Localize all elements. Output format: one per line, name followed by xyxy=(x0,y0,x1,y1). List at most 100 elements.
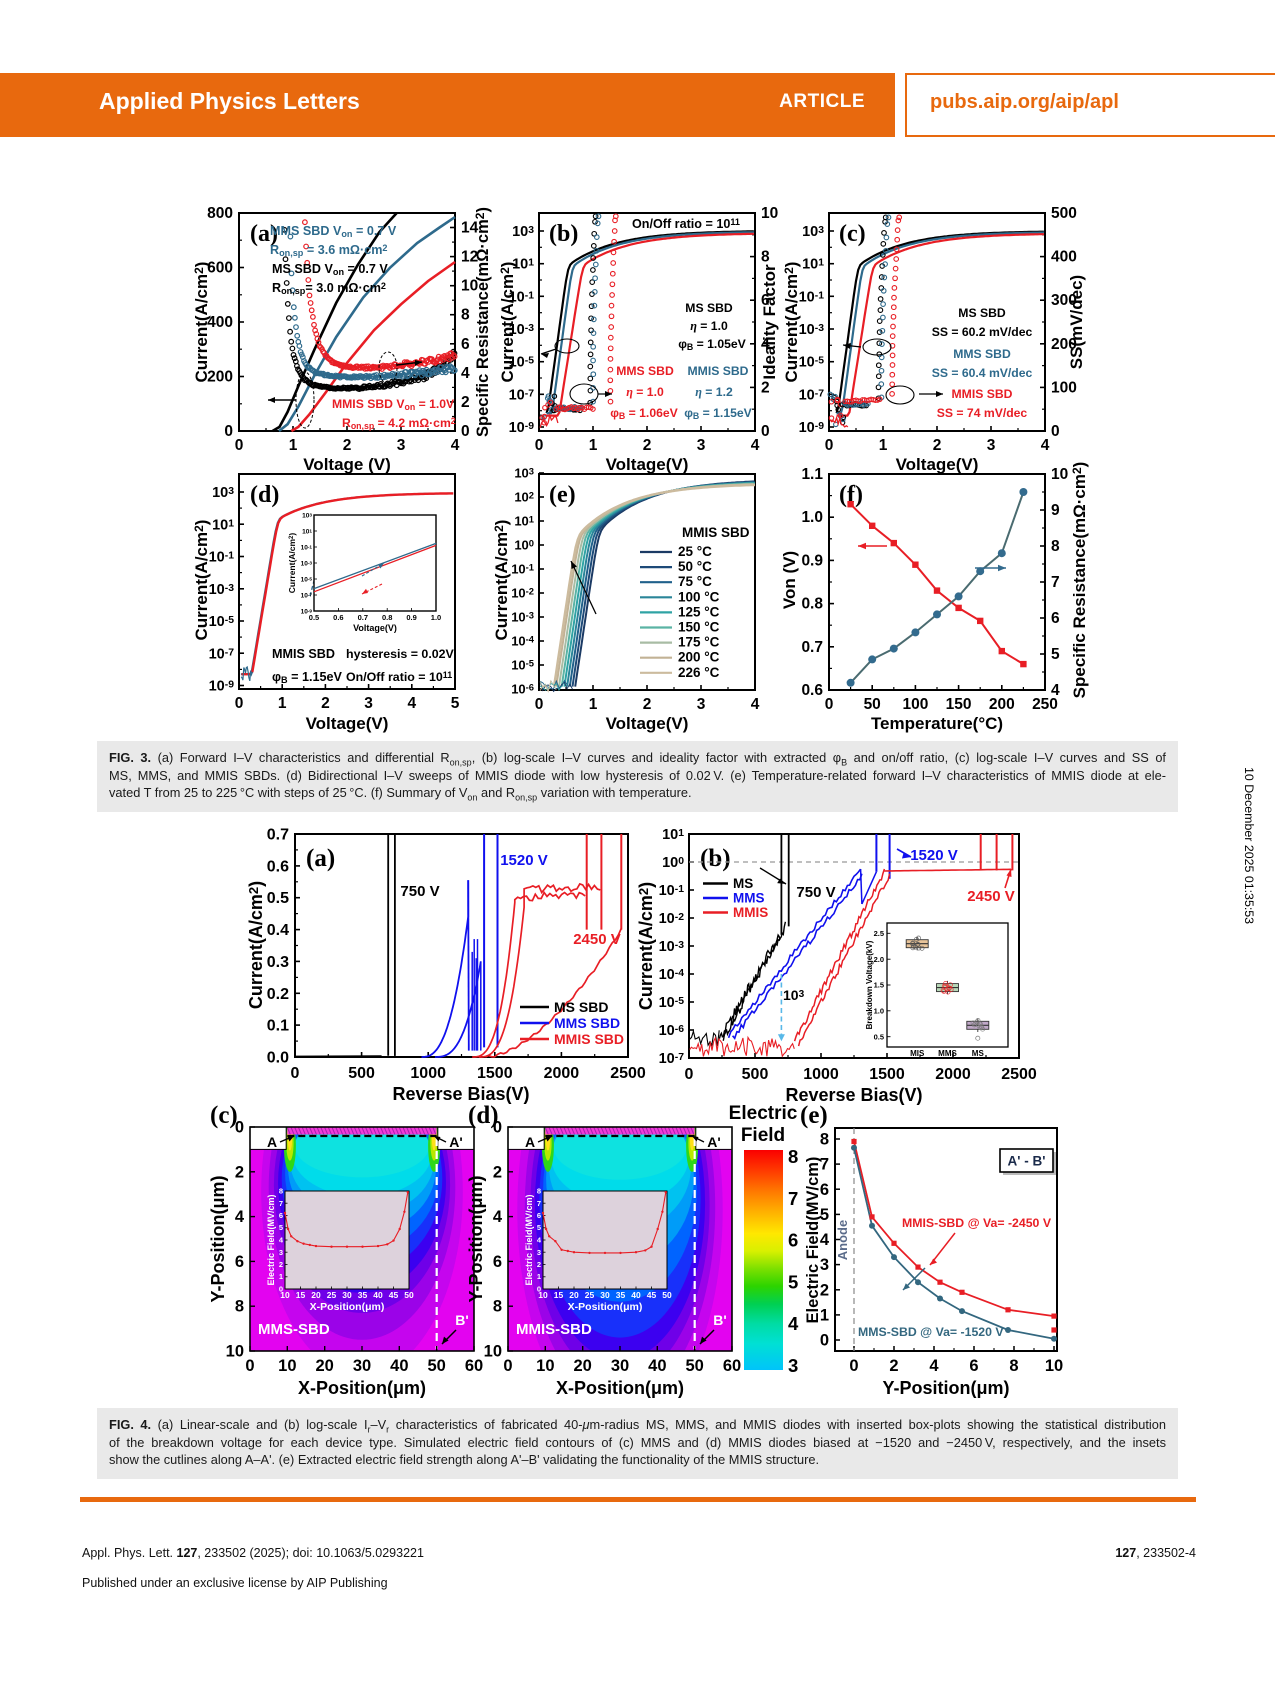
svg-text:3: 3 xyxy=(697,696,706,713)
svg-text:2: 2 xyxy=(643,696,652,713)
svg-text:150: 150 xyxy=(946,696,972,713)
svg-text:1: 1 xyxy=(589,696,598,713)
svg-text:10-3: 10-3 xyxy=(209,582,235,598)
svg-text:MMS SBD: MMS SBD xyxy=(616,364,674,378)
svg-text:10-9: 10-9 xyxy=(509,420,535,436)
svg-text:250: 250 xyxy=(1032,696,1058,713)
svg-text:0.3: 0.3 xyxy=(267,954,289,971)
svg-text:10-2: 10-2 xyxy=(659,911,685,927)
svg-text:Electric Field(MV/cm): Electric Field(MV/cm) xyxy=(804,1157,822,1324)
svg-text:φB = 1.06eV: φB = 1.06eV xyxy=(610,406,678,421)
svg-text:60: 60 xyxy=(465,1357,483,1375)
svg-text:50: 50 xyxy=(662,1290,672,1300)
svg-text:103: 103 xyxy=(514,466,534,481)
svg-text:1.5: 1.5 xyxy=(874,981,884,990)
svg-text:3: 3 xyxy=(397,437,406,454)
svg-text:Electric: Electric xyxy=(729,1103,798,1124)
svg-text:10-3: 10-3 xyxy=(301,560,313,568)
svg-text:500: 500 xyxy=(1051,205,1077,222)
svg-text:0: 0 xyxy=(291,1065,300,1082)
svg-text:4: 4 xyxy=(929,1357,939,1375)
svg-text:8: 8 xyxy=(788,1146,798,1167)
svg-text:0.5: 0.5 xyxy=(309,613,319,622)
svg-text:2: 2 xyxy=(235,1163,244,1181)
svg-text:B': B' xyxy=(455,1312,468,1328)
svg-text:10-6: 10-6 xyxy=(511,682,534,697)
svg-text:200: 200 xyxy=(989,696,1015,713)
svg-text:1000: 1000 xyxy=(803,1066,839,1083)
svg-text:0.9: 0.9 xyxy=(406,613,416,622)
svg-text:10-3: 10-3 xyxy=(659,939,685,955)
svg-text:7: 7 xyxy=(820,1156,829,1174)
svg-text:0.5: 0.5 xyxy=(267,890,289,907)
svg-text:6: 6 xyxy=(969,1357,978,1375)
svg-text:9: 9 xyxy=(1051,502,1060,519)
svg-text:1: 1 xyxy=(279,1272,283,1281)
svg-text:Y-Position(μm): Y-Position(μm) xyxy=(466,1175,486,1302)
svg-text:4: 4 xyxy=(820,1231,830,1249)
svg-text:MMS SBD Von = 0.7 V: MMS SBD Von = 0.7 V xyxy=(270,224,397,239)
svg-text:103: 103 xyxy=(783,987,805,1003)
svg-text:X-Position(μm): X-Position(μm) xyxy=(556,1378,684,1398)
svg-text:Anode: Anode xyxy=(835,1220,850,1260)
svg-text:10-7: 10-7 xyxy=(659,1051,685,1067)
svg-text:MMIS SBD Von = 1.0V: MMIS SBD Von = 1.0V xyxy=(332,397,455,412)
svg-text:226 °C: 226 °C xyxy=(678,665,720,680)
svg-text:750 V: 750 V xyxy=(796,884,835,901)
svg-text:X-Position(μm): X-Position(μm) xyxy=(310,1301,385,1313)
svg-text:Reverse Bias(V): Reverse Bias(V) xyxy=(785,1085,922,1105)
svg-text:A': A' xyxy=(449,1134,462,1150)
svg-text:2000: 2000 xyxy=(935,1066,971,1083)
svg-text:Field: Field xyxy=(741,1125,785,1146)
svg-text:10: 10 xyxy=(1045,1357,1063,1375)
svg-text:5: 5 xyxy=(451,695,460,712)
svg-text:Current(A/cm2): Current(A/cm2) xyxy=(192,520,211,641)
svg-text:10-1: 10-1 xyxy=(659,883,685,899)
svg-text:0: 0 xyxy=(235,695,244,712)
svg-text:8: 8 xyxy=(1051,538,1060,555)
svg-text:5: 5 xyxy=(788,1271,798,1292)
svg-text:Voltage(V): Voltage(V) xyxy=(606,455,689,474)
svg-text:0: 0 xyxy=(224,423,233,440)
svg-text:25: 25 xyxy=(327,1290,337,1300)
svg-text:30: 30 xyxy=(611,1357,629,1375)
svg-text:101: 101 xyxy=(212,517,234,533)
svg-text:6: 6 xyxy=(788,1230,798,1251)
svg-text:25 °C: 25 °C xyxy=(678,544,712,559)
svg-text:Current(A/cm2): Current(A/cm2) xyxy=(192,262,211,383)
svg-text:8: 8 xyxy=(820,1131,829,1149)
svg-text:(a): (a) xyxy=(306,845,335,872)
svg-text:4: 4 xyxy=(537,1236,542,1245)
svg-text:4: 4 xyxy=(493,1208,503,1226)
svg-text:103: 103 xyxy=(212,485,234,501)
svg-text:30: 30 xyxy=(600,1290,610,1300)
svg-text:500: 500 xyxy=(348,1065,375,1082)
svg-text:MS SBD Von = 0.7 V: MS SBD Von = 0.7 V xyxy=(272,262,388,277)
svg-text:3: 3 xyxy=(364,695,373,712)
svg-text:4: 4 xyxy=(1051,682,1060,699)
svg-text:Current(A/cm2): Current(A/cm2) xyxy=(782,262,801,383)
svg-text:Ron,sp = 4.2 mΩ·cm2: Ron,sp = 4.2 mΩ·cm2 xyxy=(342,416,456,431)
svg-text:φB = 1.15eV: φB = 1.15eV xyxy=(272,670,342,685)
svg-text:0: 0 xyxy=(235,1119,244,1137)
svg-text:10-1: 10-1 xyxy=(301,544,313,552)
svg-text:0.7: 0.7 xyxy=(801,639,823,656)
svg-text:0: 0 xyxy=(685,1066,694,1083)
svg-text:(b): (b) xyxy=(700,845,731,872)
svg-text:150 °C: 150 °C xyxy=(678,620,720,635)
svg-text:40: 40 xyxy=(648,1357,666,1375)
svg-text:MMS: MMS xyxy=(938,1049,957,1058)
svg-text:10-7: 10-7 xyxy=(301,592,313,600)
svg-text:MS SBD: MS SBD xyxy=(685,301,733,315)
svg-text:A: A xyxy=(525,1134,535,1150)
svg-text:8: 8 xyxy=(235,1298,244,1316)
svg-text:1.1: 1.1 xyxy=(801,466,823,483)
svg-text:Voltage(V): Voltage(V) xyxy=(353,623,397,633)
svg-text:10-1: 10-1 xyxy=(209,550,235,566)
svg-text:1: 1 xyxy=(537,1272,541,1281)
svg-text:2: 2 xyxy=(493,1163,502,1181)
svg-text:2: 2 xyxy=(761,379,770,396)
svg-text:(c): (c) xyxy=(839,221,866,247)
svg-text:101: 101 xyxy=(802,257,824,273)
svg-text:20: 20 xyxy=(315,1357,333,1375)
